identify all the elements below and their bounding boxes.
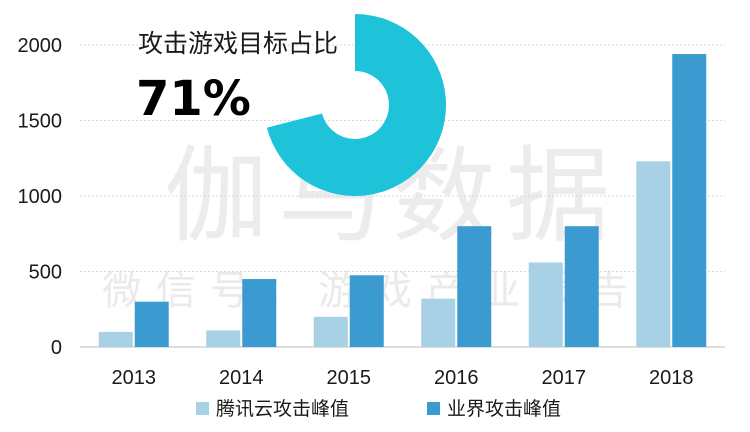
legend-label-industry: 业界攻击峰值 (447, 398, 561, 420)
x-category-label: 2017 (542, 367, 587, 389)
bars (98, 54, 707, 348)
x-category-label: 2013 (112, 367, 157, 389)
x-axis-category-labels: 2013 2014 2015 2016 2017 2018 (112, 367, 694, 389)
bar-tencent (636, 161, 671, 347)
y-axis-tick-labels: 0 500 1000 1500 2000 (18, 35, 63, 359)
bar-tencent (206, 330, 241, 347)
legend-label-tencent: 腾讯云攻击峰值 (216, 398, 349, 420)
x-category-label: 2014 (219, 367, 264, 389)
bar-tencent (421, 298, 456, 347)
x-category-label: 2018 (649, 367, 694, 389)
inset-donut-segment (266, 14, 446, 196)
y-tick-label: 1500 (18, 111, 63, 133)
bar-tencent (528, 262, 563, 347)
legend-swatch-tencent (196, 402, 209, 415)
legend-swatch-industry (427, 402, 440, 415)
y-tick-label: 2000 (18, 35, 63, 57)
bar-industry (242, 279, 277, 347)
bar-industry (134, 301, 169, 347)
inset-title: 攻击游戏目标占比 (138, 29, 338, 58)
bar-industry (672, 54, 707, 348)
inset-donut-chart: 攻击游戏目标占比 71% (136, 14, 446, 196)
bar-industry (349, 275, 384, 347)
y-tick-label: 500 (29, 262, 62, 284)
bar-tencent (98, 331, 133, 347)
x-category-label: 2016 (434, 367, 479, 389)
y-tick-label: 1000 (18, 186, 63, 208)
x-category-label: 2015 (327, 367, 372, 389)
inset-value-label: 71% (136, 71, 251, 127)
gridlines (80, 44, 725, 348)
bar-industry (457, 226, 492, 347)
y-tick-label: 0 (51, 337, 62, 359)
bar-industry (564, 226, 599, 347)
legend: 腾讯云攻击峰值 业界攻击峰值 (196, 398, 561, 420)
bar-tencent (313, 316, 348, 347)
